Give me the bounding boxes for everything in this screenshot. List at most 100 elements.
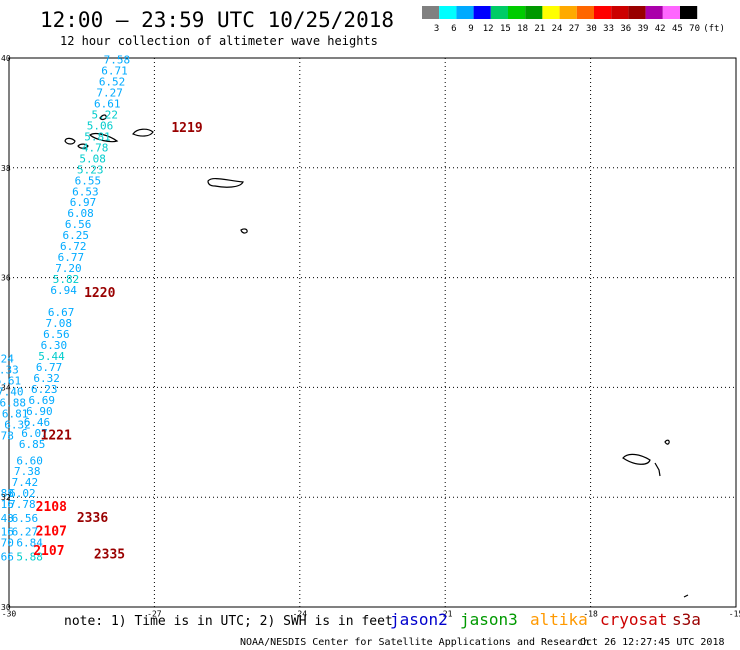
wave-height-label: 6.67 — [48, 306, 75, 319]
wave-height-label: 7.58 — [104, 53, 131, 66]
satellite-legend-entry: altika — [530, 610, 588, 629]
wave-height-label: 7.42 — [12, 476, 39, 489]
color-swatch — [628, 6, 646, 19]
color-scale-label: 30 — [586, 24, 597, 34]
wave-height-label: 5.81 — [84, 130, 111, 143]
pass-time-label: 1220 — [84, 286, 115, 301]
wave-height-label: 6.84 — [16, 537, 43, 550]
wave-height-label: 6.97 — [70, 196, 97, 209]
island-pico — [88, 132, 119, 143]
y-tick-label: 40 — [1, 54, 11, 63]
wave-height-label: 6.56 — [65, 218, 92, 231]
color-scale-label: 27 — [569, 24, 580, 34]
wave-height-label: 6.61 — [0, 375, 21, 388]
wave-height-label: 6.72 — [60, 240, 87, 253]
wave-height-label: 6.94 — [50, 284, 77, 297]
wave-height-label: 5.82 — [53, 273, 80, 286]
wave-height-label: 6.88 — [0, 397, 26, 410]
color-swatch — [508, 6, 526, 19]
footer-credit: NOAA/NESDIS Center for Satellite Applica… — [240, 637, 589, 648]
pass-time-label: 2108 — [36, 500, 67, 515]
wave-height-label: 6.56 — [12, 512, 39, 525]
color-swatch — [559, 6, 577, 19]
axis-ticks: -30 -27 -24 -21 -18 -15 40 38 36 34 32 30 — [1, 54, 740, 619]
wave-height-label: 6.08 — [67, 207, 94, 220]
x-tick-label: -27 — [147, 610, 162, 619]
wave-height-label: 6.85 — [19, 438, 46, 451]
pass-time-labels: 1219 1220 1221 2108 2336 2107 2107 2335 — [33, 121, 202, 563]
wave-height-label: 5.08 — [79, 152, 106, 165]
wave-height-label: 6.23 — [31, 383, 58, 396]
chart-title: 12:00 – 23:59 UTC 10/25/2018 — [40, 8, 394, 32]
wave-height-label: 6.77 — [58, 251, 85, 264]
wave-height-label: 6.02 — [9, 487, 36, 500]
island-sao-jorge — [99, 114, 107, 121]
wave-height-label: 6.56 — [43, 328, 70, 341]
color-scale-label: 24 — [552, 24, 563, 34]
island-outlines — [64, 114, 689, 598]
wave-height-label: 5.88 — [16, 550, 43, 563]
color-swatch — [542, 6, 560, 19]
wave-height-label: 6.77 — [36, 361, 63, 374]
wave-height-label: 7.38 — [14, 465, 41, 478]
wave-height-label: 6.46 — [24, 416, 51, 429]
color-scale-label: 42 — [655, 24, 666, 34]
color-swatch — [490, 6, 508, 19]
color-swatch — [439, 6, 457, 19]
pass-time-label: 1219 — [171, 121, 202, 136]
island-terceira — [132, 128, 154, 137]
color-swatch — [680, 6, 698, 19]
color-scale-label: 9 — [468, 24, 473, 34]
chart-subtitle: 12 hour collection of altimeter wave hei… — [60, 34, 378, 48]
satellite-legend-entry: cryosat — [600, 610, 667, 629]
wave-height-label: 7.27 — [96, 86, 123, 99]
wave-height-label: 6.60 — [16, 454, 43, 467]
wave-height-label: 6.27 — [12, 526, 39, 539]
wave-height-label: 7.88 — [0, 487, 14, 500]
wave-height-label: 8.43 — [0, 512, 14, 525]
wave-height-label: 6.07 — [21, 427, 48, 440]
wave-height-label: 5.44 — [38, 350, 65, 363]
island-santa-maria — [240, 228, 248, 234]
island-sao-miguel — [207, 177, 244, 188]
color-scale-label: 70 — [689, 24, 700, 34]
y-tick-label: 34 — [1, 383, 11, 392]
color-scale-label: 45 — [672, 24, 683, 34]
color-scale-label: 18 — [517, 24, 528, 34]
satellite-legend-entry: jason3 — [460, 610, 518, 629]
wave-height-label: 7.20 — [55, 262, 82, 275]
y-tick-label: 30 — [1, 603, 11, 612]
island-desertas — [654, 462, 661, 477]
wave-height-label: 6.78 — [0, 430, 14, 443]
island-faial — [77, 143, 89, 149]
pass-time-label: 1221 — [41, 429, 72, 444]
island-porto-santo — [664, 439, 670, 445]
footer-note: note: 1) Time is in UTC; 2) SWH is in fe… — [64, 614, 393, 629]
color-scale-label: 33 — [603, 24, 614, 34]
wave-height-labels: 7.586.716.527.276.615.225.065.814.785.08… — [0, 53, 130, 563]
x-tick-label: -21 — [438, 610, 453, 619]
footer-timestamp: Oct 26 12:27:45 UTC 2018 — [580, 637, 725, 648]
wave-height-label: 6.25 — [62, 229, 89, 242]
wave-height-label: 6.30 — [41, 339, 68, 352]
color-scale-label: 15 — [500, 24, 511, 34]
wave-height-label: 6.90 — [26, 405, 53, 418]
color-swatch — [525, 6, 543, 19]
wave-height-label: 8.16 — [0, 526, 14, 539]
color-swatch — [576, 6, 594, 19]
pass-time-label: 2336 — [77, 511, 108, 526]
wave-height-label: 5.23 — [77, 163, 104, 176]
pass-time-label: 2107 — [36, 525, 67, 540]
satellite-legend-entry: s3a — [672, 610, 701, 629]
satellite-legend-entry: jason2 — [390, 610, 448, 629]
x-tick-label: -15 — [729, 610, 740, 619]
island-flores — [64, 137, 76, 145]
wave-height-label: 7.70 — [0, 537, 14, 550]
color-swatch — [611, 6, 629, 19]
pass-time-label: 2335 — [94, 548, 125, 563]
wave-height-label: 7.66 — [0, 550, 14, 563]
pass-time-label: 2107 — [33, 544, 64, 559]
wave-height-label: 7.24 — [0, 353, 14, 366]
color-swatch — [422, 6, 440, 19]
